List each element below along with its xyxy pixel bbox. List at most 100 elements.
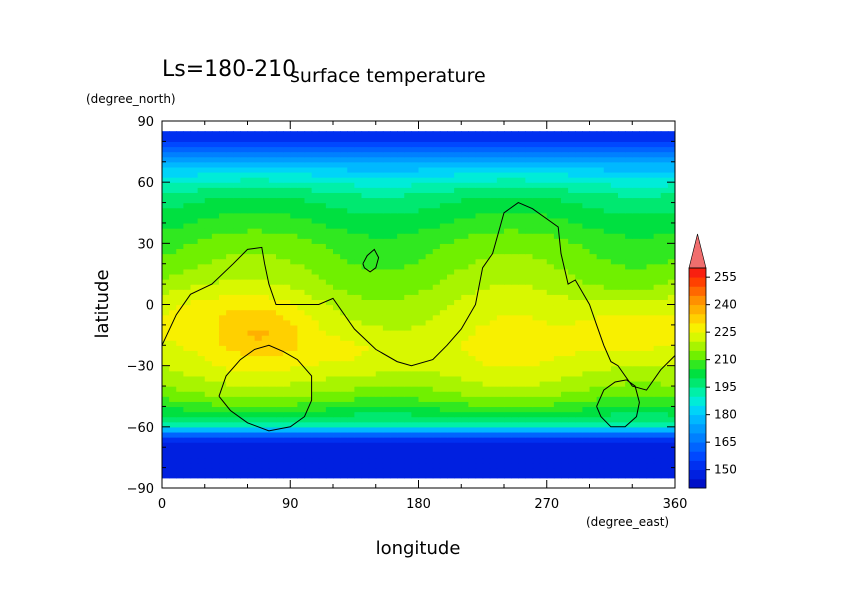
- heat-cell: [582, 279, 591, 285]
- heat-cell: [176, 324, 184, 331]
- heat-cell: [219, 294, 227, 301]
- heat-cell: [582, 258, 591, 265]
- heat-cell: [425, 437, 434, 443]
- heat-cell: [610, 472, 619, 479]
- heat-cell: [461, 462, 469, 469]
- heat-cell: [233, 197, 241, 204]
- heat-cell: [333, 238, 341, 244]
- heat-cell: [568, 452, 576, 459]
- heat-cell: [268, 329, 277, 336]
- heat-cell: [290, 192, 298, 199]
- heat-cell: [639, 462, 648, 469]
- heat-cell: [340, 217, 348, 224]
- heat-cell: [311, 202, 320, 209]
- heat-cell: [553, 273, 562, 280]
- heat-cell: [475, 452, 484, 459]
- heat-cell: [618, 263, 626, 270]
- heat-cell: [390, 258, 398, 265]
- heat-cell: [618, 146, 626, 153]
- heat-cell: [219, 355, 227, 362]
- heat-cell: [183, 365, 192, 372]
- heat-cell: [311, 360, 320, 367]
- heat-cell: [418, 243, 427, 250]
- heat-cell: [176, 294, 184, 301]
- heat-cell: [268, 131, 277, 137]
- heat-cell: [354, 370, 363, 377]
- heat-cell: [454, 187, 462, 193]
- heat-cell: [404, 396, 412, 402]
- heat-cell: [561, 309, 569, 316]
- heat-cell: [425, 442, 434, 448]
- heat-cell: [247, 156, 256, 163]
- heat-cell: [489, 360, 498, 367]
- heat-cell: [276, 146, 284, 153]
- heat-cell: [525, 161, 534, 168]
- heat-cell: [233, 370, 241, 377]
- heat-cell: [347, 375, 355, 382]
- heat-cell: [283, 370, 291, 377]
- heat-cell: [226, 360, 234, 367]
- heat-cell: [233, 431, 241, 438]
- heat-cell: [539, 141, 548, 148]
- heat-cell: [439, 248, 448, 255]
- heat-cell: [318, 146, 327, 153]
- heat-cell: [347, 284, 355, 290]
- heat-cell: [525, 380, 534, 387]
- heat-cell: [489, 161, 498, 168]
- heat-cell: [504, 161, 512, 168]
- heat-cell: [382, 192, 391, 199]
- heat-cell: [382, 350, 391, 357]
- heat-cell: [390, 294, 398, 301]
- heat-cell: [404, 248, 412, 255]
- heat-cell: [304, 426, 313, 433]
- heat-cell: [411, 238, 420, 244]
- heat-cell: [183, 426, 192, 433]
- heat-cell: [183, 437, 192, 443]
- heat-cell: [447, 136, 455, 142]
- heat-cell: [411, 273, 420, 280]
- heat-cell: [504, 416, 512, 423]
- heat-cell: [425, 386, 434, 392]
- heat-cell: [390, 197, 398, 204]
- heat-cell: [482, 273, 491, 280]
- heat-cell: [283, 426, 291, 433]
- heat-cell: [632, 421, 640, 428]
- heat-cell: [183, 258, 192, 265]
- heat-cell: [197, 360, 206, 367]
- heat-cell: [333, 406, 341, 413]
- heat-cell: [340, 136, 348, 142]
- heat-cell: [268, 136, 277, 142]
- heat-cell: [425, 263, 434, 270]
- heat-cell: [432, 350, 441, 357]
- heat-cell: [511, 411, 519, 418]
- heat-cell: [197, 222, 206, 229]
- heat-cell: [176, 284, 184, 290]
- heat-cell: [211, 309, 220, 316]
- heat-cell: [211, 391, 220, 397]
- heat-cell: [575, 217, 583, 224]
- heat-cell: [660, 222, 669, 229]
- heat-cell: [532, 447, 541, 453]
- heat-cell: [504, 197, 512, 204]
- heat-cell: [283, 228, 291, 234]
- heat-cell: [340, 426, 348, 433]
- heat-cell: [404, 340, 412, 346]
- heat-cell: [162, 380, 170, 387]
- heat-cell: [226, 401, 234, 408]
- heat-cell: [325, 335, 334, 341]
- heat-cell: [525, 171, 534, 178]
- heat-cell: [311, 192, 320, 199]
- heat-cell: [411, 212, 420, 219]
- heat-cell: [247, 258, 256, 265]
- heat-cell: [589, 263, 598, 270]
- heat-cell: [176, 462, 184, 469]
- heat-cell: [539, 131, 548, 137]
- heat-cell: [183, 192, 192, 199]
- heat-cell: [176, 411, 184, 418]
- heat-cell: [382, 268, 391, 275]
- heat-cell: [625, 375, 633, 382]
- heat-cell: [482, 166, 491, 173]
- heat-cell: [667, 340, 675, 346]
- heat-cell: [297, 238, 306, 244]
- heat-cell: [347, 431, 355, 438]
